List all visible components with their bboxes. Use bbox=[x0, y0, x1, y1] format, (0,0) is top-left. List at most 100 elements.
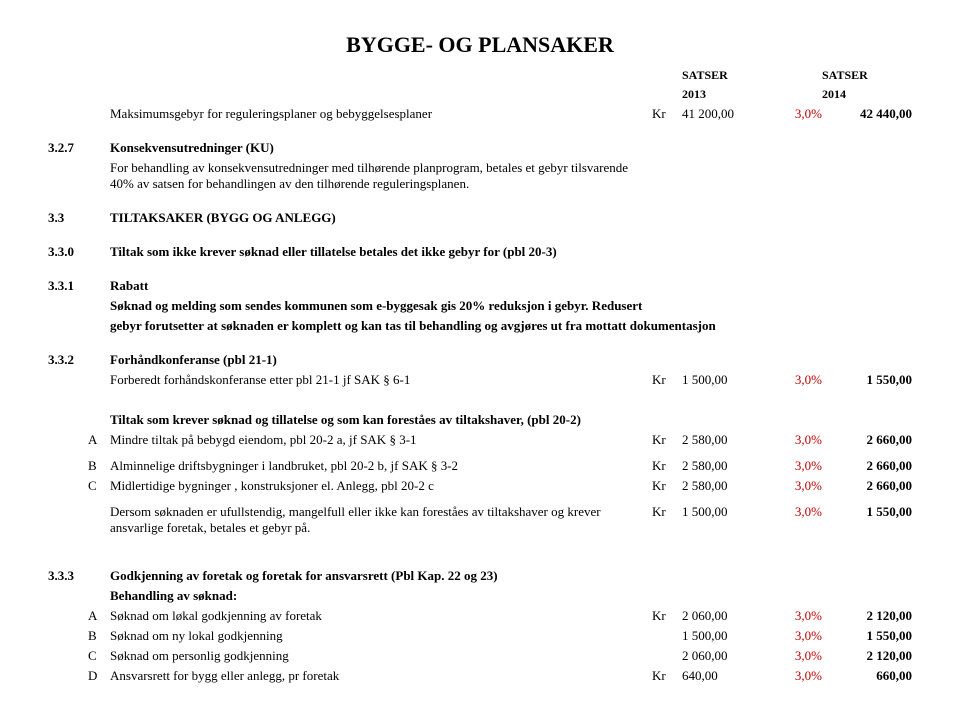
row-327-title: 3.2.7 Konsekvensutredninger (KU) bbox=[48, 138, 912, 158]
title: Tiltak som ikke krever søknad eller till… bbox=[110, 242, 912, 262]
sub: A bbox=[88, 430, 110, 450]
title: Rabatt bbox=[110, 276, 912, 296]
title: Forhåndkonferanse (pbl 21-1) bbox=[110, 350, 912, 370]
pct: 3,0% bbox=[772, 370, 822, 390]
v2013: 1 500,00 bbox=[682, 626, 772, 646]
desc: Midlertidige bygninger , konstruksjoner … bbox=[110, 476, 652, 496]
pct: 3,0% bbox=[772, 502, 822, 538]
v2013: 2 580,00 bbox=[682, 476, 772, 496]
satser-2013-label: SATSER bbox=[682, 66, 772, 85]
v2013: 41 200,00 bbox=[682, 104, 772, 124]
unit: Kr bbox=[652, 430, 682, 450]
desc: Maksimumsgebyr for reguleringsplaner og … bbox=[110, 104, 652, 124]
pct: 3,0% bbox=[772, 456, 822, 476]
v2014: 1 550,00 bbox=[822, 370, 912, 390]
unit: Kr bbox=[652, 606, 682, 626]
page-title: BYGGE- OG PLANSAKER bbox=[48, 32, 912, 58]
pct: 3,0% bbox=[772, 606, 822, 626]
row-333-a: A Søknad om løkal godkjenning av foretak… bbox=[48, 606, 912, 626]
row-tiltak-c: C Midlertidige bygninger , konstruksjone… bbox=[48, 476, 912, 496]
v2013: 1 500,00 bbox=[682, 370, 772, 390]
row-333-c: C Søknad om personlig godkjenning 2 060,… bbox=[48, 646, 912, 666]
v2014: 2 660,00 bbox=[822, 430, 912, 450]
row-333-d: D Ansvarsrett for bygg eller anlegg, pr … bbox=[48, 666, 912, 686]
row-330: 3.3.0 Tiltak som ikke krever søknad elle… bbox=[48, 242, 912, 262]
rate-table: SATSER SATSER 2013 2014 Maksimumsgebyr f… bbox=[48, 66, 912, 686]
pct: 3,0% bbox=[772, 626, 822, 646]
desc: Alminnelige driftsbygninger i landbruket… bbox=[110, 456, 652, 476]
unit: Kr bbox=[652, 476, 682, 496]
row-tiltak-a: A Mindre tiltak på bebygd eiendom, pbl 2… bbox=[48, 430, 912, 450]
heading: Tiltak som krever søknad og tillatelse o… bbox=[110, 410, 912, 430]
sub: D bbox=[88, 666, 110, 686]
num: 3.3.1 bbox=[48, 276, 88, 296]
row-tiltak-note: Dersom søknaden er ufullstendig, mangelf… bbox=[48, 502, 912, 538]
desc: Søknad om løkal godkjenning av foretak bbox=[110, 606, 652, 626]
sub: C bbox=[88, 646, 110, 666]
v2014: 2 660,00 bbox=[822, 476, 912, 496]
body1: Søknad og melding som sendes kommunen so… bbox=[110, 296, 912, 316]
desc: Ansvarsrett for bygg eller anlegg, pr fo… bbox=[110, 666, 652, 686]
v2013: 2 060,00 bbox=[682, 646, 772, 666]
v2013: 640,00 bbox=[682, 666, 772, 686]
sub: B bbox=[88, 456, 110, 476]
year-2013: 2013 bbox=[682, 85, 772, 104]
v2014: 42 440,00 bbox=[822, 104, 912, 124]
row-tiltak-b: B Alminnelige driftsbygninger i landbruk… bbox=[48, 456, 912, 476]
v2014: 2 660,00 bbox=[822, 456, 912, 476]
row-327-body: For behandling av konsekvensutredninger … bbox=[48, 158, 912, 194]
row-332-title: 3.3.2 Forhåndkonferanse (pbl 21-1) bbox=[48, 350, 912, 370]
unit: Kr bbox=[652, 666, 682, 686]
num: 3.2.7 bbox=[48, 138, 88, 158]
row-333-title: 3.3.3 Godkjenning av foretak og foretak … bbox=[48, 566, 912, 586]
body: For behandling av konsekvensutredninger … bbox=[110, 158, 912, 194]
desc: Søknad om personlig godkjenning bbox=[110, 646, 652, 666]
header-row-1: SATSER SATSER bbox=[48, 66, 912, 85]
row-331-title: 3.3.1 Rabatt bbox=[48, 276, 912, 296]
year-2014: 2014 bbox=[822, 85, 912, 104]
pct: 3,0% bbox=[772, 430, 822, 450]
header-row-2: 2013 2014 bbox=[48, 85, 912, 104]
row-tiltak-heading: Tiltak som krever søknad og tillatelse o… bbox=[48, 410, 912, 430]
v2013: 2 060,00 bbox=[682, 606, 772, 626]
num: 3.3.0 bbox=[48, 242, 88, 262]
sub: Behandling av søknad: bbox=[110, 586, 912, 606]
v2013: 1 500,00 bbox=[682, 502, 772, 538]
unit: Kr bbox=[652, 502, 682, 538]
desc: Søknad om ny lokal godkjenning bbox=[110, 626, 652, 646]
sub: A bbox=[88, 606, 110, 626]
title: Godkjenning av foretak og foretak for an… bbox=[110, 566, 912, 586]
desc: Mindre tiltak på bebygd eiendom, pbl 20-… bbox=[110, 430, 652, 450]
row-max-gebyr: Maksimumsgebyr for reguleringsplaner og … bbox=[48, 104, 912, 124]
title: Konsekvensutredninger (KU) bbox=[110, 138, 912, 158]
row-33: 3.3 TILTAKSAKER (BYGG OG ANLEGG) bbox=[48, 208, 912, 228]
sub: B bbox=[88, 626, 110, 646]
unit: Kr bbox=[652, 370, 682, 390]
v2014: 660,00 bbox=[822, 666, 912, 686]
pct: 3,0% bbox=[772, 666, 822, 686]
unit bbox=[652, 626, 682, 646]
num: 3.3 bbox=[48, 208, 88, 228]
num: 3.3.3 bbox=[48, 566, 88, 586]
row-333-b: B Søknad om ny lokal godkjenning 1 500,0… bbox=[48, 626, 912, 646]
row-331-body2: gebyr forutsetter at søknaden er komplet… bbox=[48, 316, 912, 336]
v2013: 2 580,00 bbox=[682, 430, 772, 450]
unit bbox=[652, 646, 682, 666]
row-333-sub: Behandling av søknad: bbox=[48, 586, 912, 606]
v2014: 2 120,00 bbox=[822, 606, 912, 626]
desc: Dersom søknaden er ufullstendig, mangelf… bbox=[110, 502, 652, 538]
pct: 3,0% bbox=[772, 646, 822, 666]
desc: Forberedt forhåndskonferanse etter pbl 2… bbox=[110, 370, 652, 390]
unit: Kr bbox=[652, 456, 682, 476]
num: 3.3.2 bbox=[48, 350, 88, 370]
row-332-line: Forberedt forhåndskonferanse etter pbl 2… bbox=[48, 370, 912, 390]
pct: 3,0% bbox=[772, 476, 822, 496]
unit: Kr bbox=[652, 104, 682, 124]
v2014: 1 550,00 bbox=[822, 502, 912, 538]
title: TILTAKSAKER (BYGG OG ANLEGG) bbox=[110, 208, 912, 228]
body2: gebyr forutsetter at søknaden er komplet… bbox=[110, 316, 912, 336]
v2014: 2 120,00 bbox=[822, 646, 912, 666]
v2013: 2 580,00 bbox=[682, 456, 772, 476]
row-331-body1: Søknad og melding som sendes kommunen so… bbox=[48, 296, 912, 316]
v2014: 1 550,00 bbox=[822, 626, 912, 646]
